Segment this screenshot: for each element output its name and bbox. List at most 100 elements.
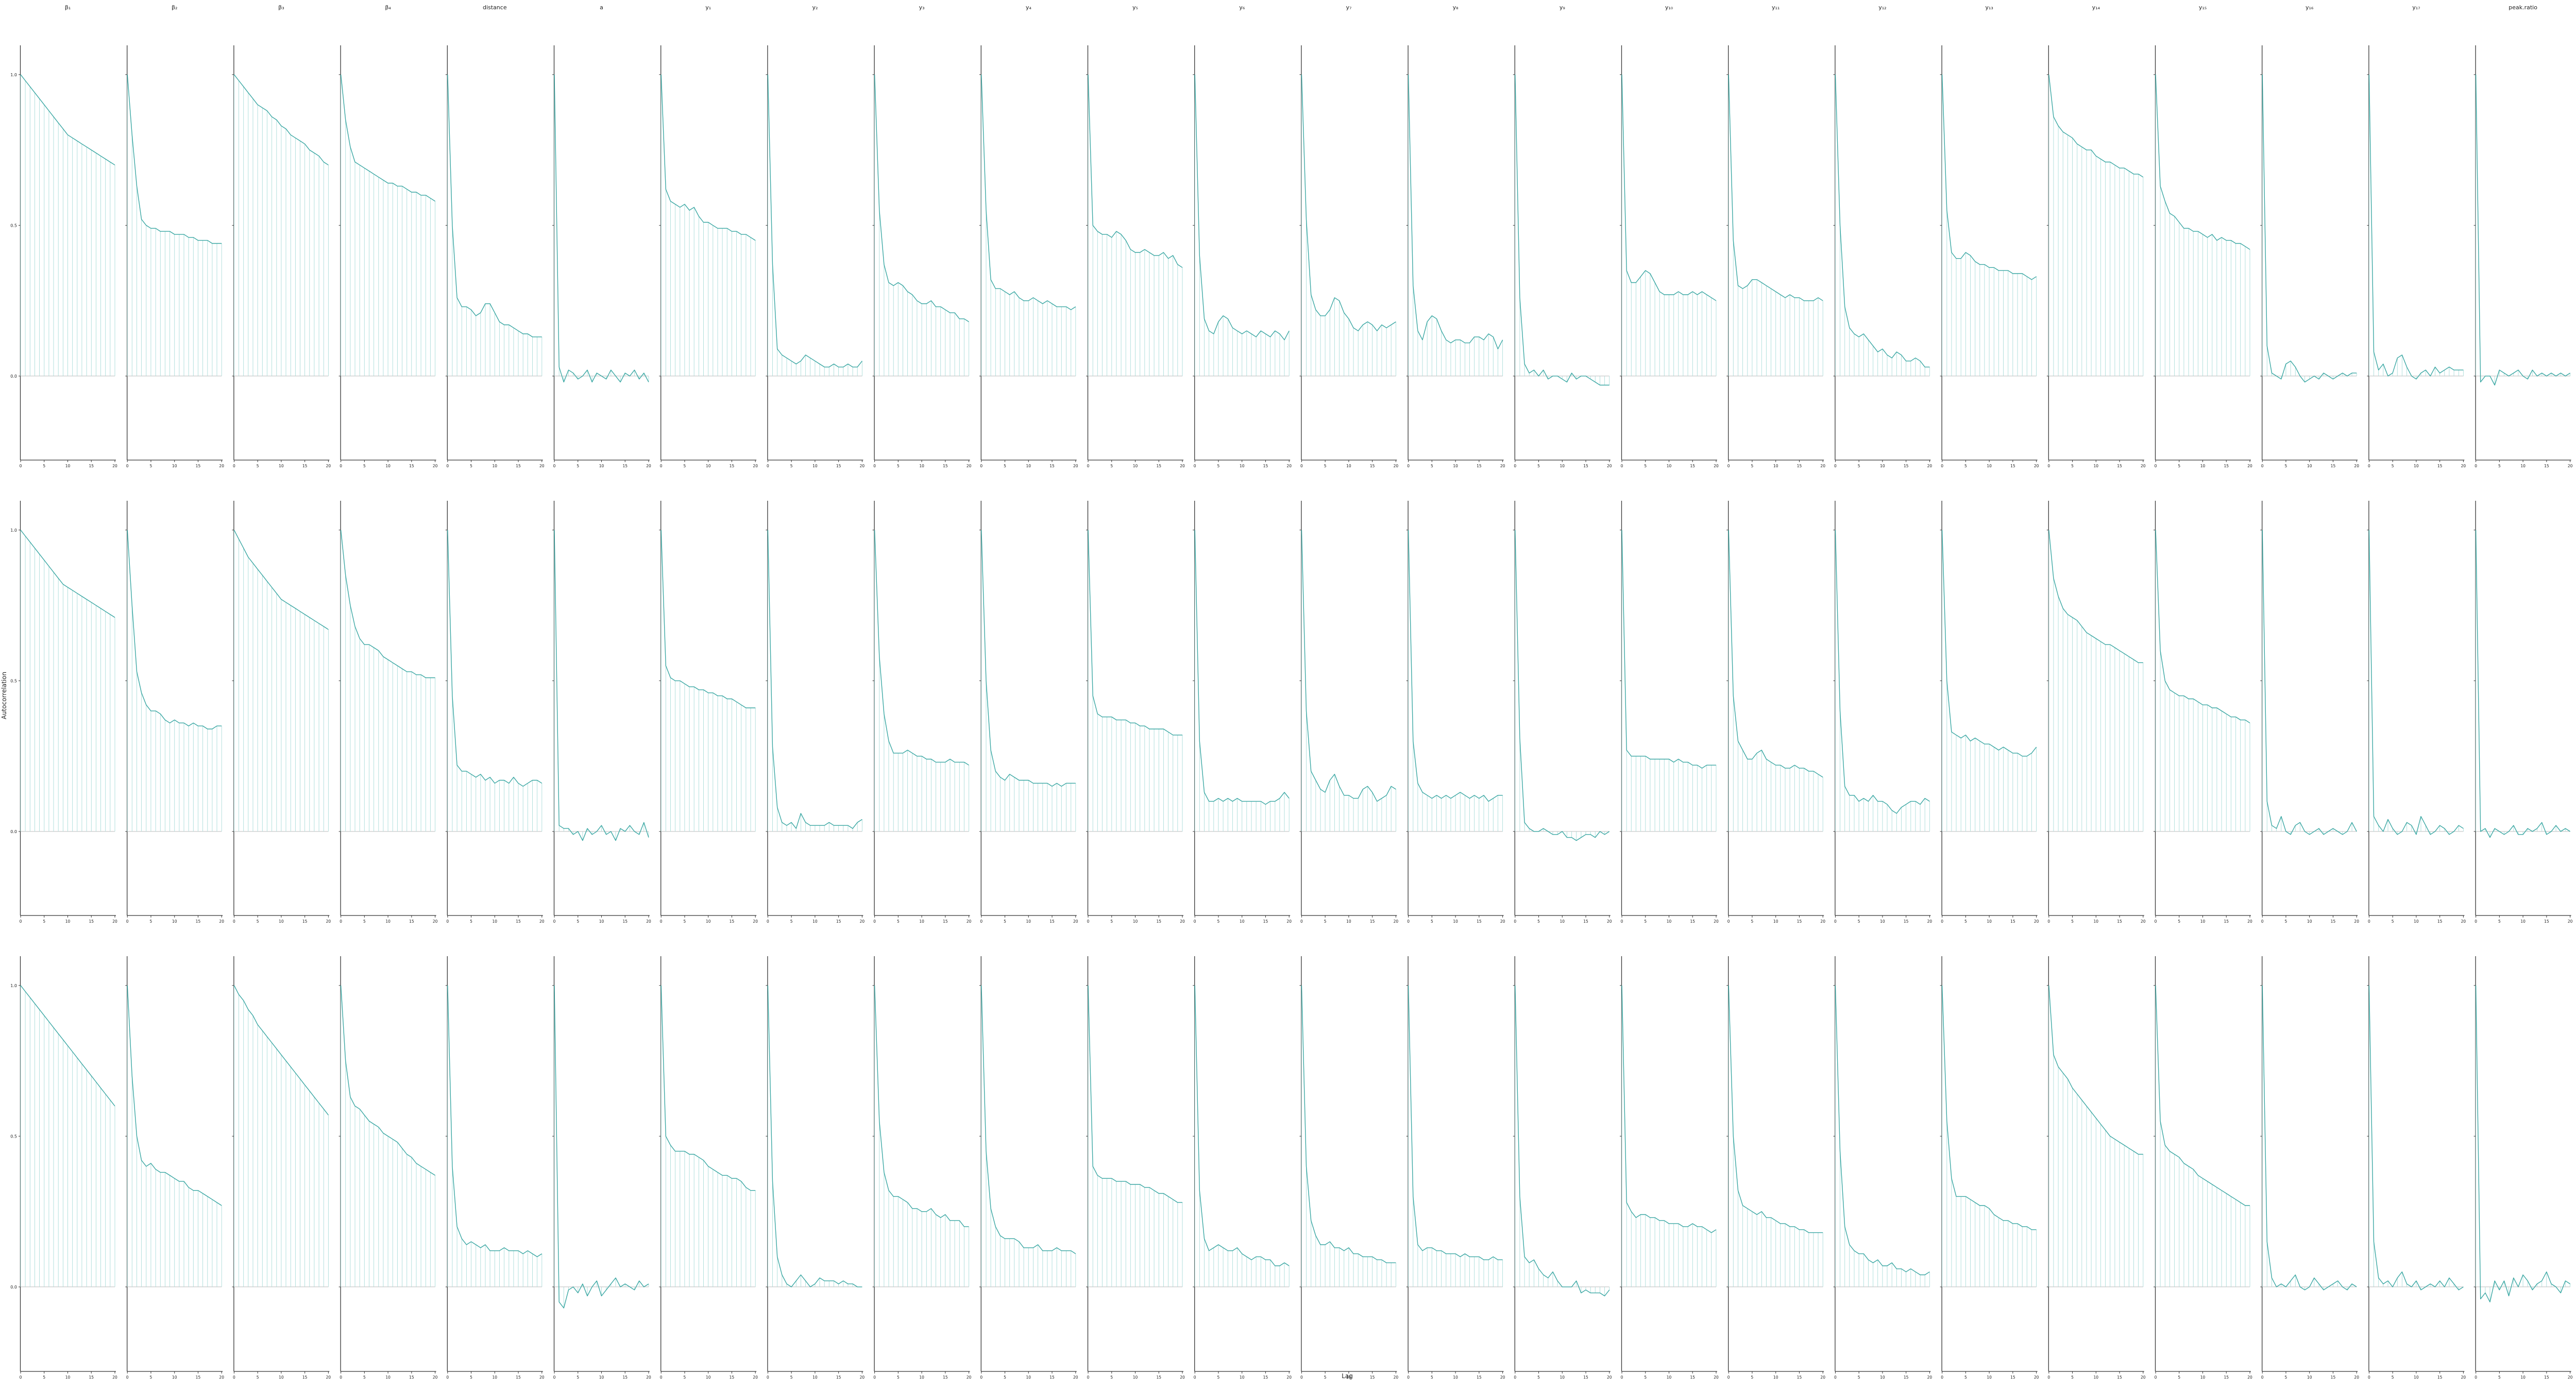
x-tick-label: 20 — [1927, 919, 1933, 924]
panel-title: y₁₁ — [1772, 4, 1780, 11]
x-tick-label: 5 — [2071, 1375, 2074, 1380]
x-tick-label: 15 — [1049, 464, 1055, 468]
x-tick-label: 0 — [660, 919, 663, 924]
x-tick-label: 0 — [1087, 919, 1090, 924]
x-tick-label: 10 — [1346, 1375, 1351, 1380]
x-tick-label: 10 — [2414, 464, 2419, 468]
acf-line — [1088, 985, 1182, 1203]
x-tick-label: 0 — [1407, 464, 1410, 468]
acf-line — [981, 985, 1076, 1254]
x-tick-label: 15 — [1477, 464, 1482, 468]
x-tick-label: 0 — [980, 1375, 982, 1380]
panel-title: y₁₅ — [2199, 4, 2207, 11]
x-tick-label: 5 — [43, 464, 45, 468]
x-tick-label: 20 — [1607, 464, 1612, 468]
x-tick-label: 20 — [646, 1375, 651, 1380]
x-tick-label: 0 — [446, 919, 449, 924]
x-tick-label: 15 — [622, 464, 628, 468]
x-tick-label: 0 — [2261, 464, 2264, 468]
x-tick-label: 0 — [1514, 1375, 1516, 1380]
acf-panel: 0 5 10 15 20 — [1726, 956, 1825, 1380]
x-tick-label: 15 — [2117, 919, 2122, 924]
x-tick-label: 10 — [1987, 1375, 1992, 1380]
panel-title: y₇ — [1346, 4, 1351, 11]
x-tick-label: 0 — [2047, 464, 2050, 468]
x-tick-label: 10 — [1773, 464, 1778, 468]
x-tick-label: 20 — [860, 464, 865, 468]
x-tick-label: 10 — [1987, 919, 1992, 924]
x-tick-label: 20 — [2247, 919, 2252, 924]
x-tick-label: 5 — [897, 1375, 900, 1380]
acf-line — [127, 985, 222, 1206]
x-tick-label: 10 — [1240, 1375, 1245, 1380]
acf-panel: 0 5 10 15 20 — [1086, 956, 1185, 1380]
x-tick-label: 0 — [767, 464, 769, 468]
x-tick-label: 20 — [753, 919, 758, 924]
x-tick-label: 15 — [2331, 1375, 2336, 1380]
x-tick-label: 5 — [2071, 464, 2074, 468]
x-tick-label: 15 — [1797, 464, 1802, 468]
x-tick-label: 15 — [2544, 464, 2549, 468]
acf-line — [660, 74, 756, 241]
x-tick-label: 20 — [433, 919, 438, 924]
acf-line — [233, 985, 329, 1115]
x-tick-label: 0 — [20, 1375, 22, 1380]
x-tick-label: 15 — [1370, 1375, 1375, 1380]
x-tick-label: 0 — [1941, 464, 1943, 468]
x-tick-label: 20 — [1394, 464, 1399, 468]
acf-panel: 0 5 10 15 20 — [1513, 45, 1612, 468]
panel-title: β₃ — [278, 4, 284, 11]
x-tick-label: 15 — [1583, 919, 1588, 924]
x-tick-label: 0 — [1407, 1375, 1410, 1380]
x-tick-label: 20 — [1394, 919, 1399, 924]
panel-title: y₅ — [1132, 4, 1138, 11]
x-tick-label: 5 — [2071, 919, 2074, 924]
x-tick-label: 10 — [2307, 1375, 2312, 1380]
acf-panel: 0 5 10 15 20 — [1086, 501, 1185, 924]
x-tick-label: 0 — [1834, 1375, 1837, 1380]
x-tick-label: 0 — [767, 1375, 769, 1380]
x-tick-label: 15 — [1477, 1375, 1482, 1380]
acf-line — [874, 74, 969, 323]
x-tick-label: 0 — [2368, 919, 2370, 924]
x-tick-label: 20 — [1500, 1375, 1505, 1380]
x-tick-label: 15 — [2010, 464, 2015, 468]
acf-line — [233, 74, 329, 165]
x-tick-label: 20 — [1394, 1375, 1399, 1380]
acf-line — [1515, 530, 1610, 841]
x-tick-label: 10 — [2307, 919, 2312, 924]
acf-line — [2475, 530, 2570, 838]
x-tick-label: 15 — [409, 919, 414, 924]
x-tick-label: 5 — [577, 919, 579, 924]
acf-line — [127, 530, 222, 730]
x-tick-label: 20 — [2141, 464, 2146, 468]
acf-panel: 0 5 10 15 20 — [232, 956, 331, 1380]
acf-line — [1301, 530, 1396, 802]
x-tick-label: 10 — [2520, 464, 2526, 468]
x-tick-label: 20 — [2568, 919, 2573, 924]
y-tick-label: 0.0 — [10, 374, 17, 379]
x-tick-label: 0 — [233, 464, 235, 468]
acf-line — [1941, 985, 2037, 1230]
x-tick-label: 10 — [1026, 1375, 1031, 1380]
x-tick-label: 15 — [89, 1375, 94, 1380]
acf-panel: 0 5 10 15 20 — [125, 501, 224, 924]
x-tick-label: 5 — [43, 1375, 45, 1380]
x-tick-label: 20 — [219, 464, 224, 468]
x-tick-label: 10 — [2414, 919, 2419, 924]
acf-line — [2155, 530, 2250, 723]
x-tick-label: 0 — [233, 919, 235, 924]
x-tick-label: 15 — [2437, 1375, 2443, 1380]
panel-title: y₁₄ — [2092, 4, 2100, 11]
x-tick-label: 0 — [2368, 464, 2370, 468]
x-tick-label: 20 — [2034, 464, 2039, 468]
acf-line — [981, 74, 1076, 310]
x-tick-label: 20 — [2141, 919, 2146, 924]
y-tick-label: 0.5 — [10, 223, 17, 228]
x-tick-label: 15 — [943, 464, 948, 468]
x-tick-label: 10 — [1240, 464, 1245, 468]
panel-title: y₆ — [1239, 4, 1245, 11]
x-tick-label: 15 — [409, 1375, 414, 1380]
x-tick-label: 20 — [967, 464, 972, 468]
x-tick-label: 0 — [1300, 464, 1303, 468]
